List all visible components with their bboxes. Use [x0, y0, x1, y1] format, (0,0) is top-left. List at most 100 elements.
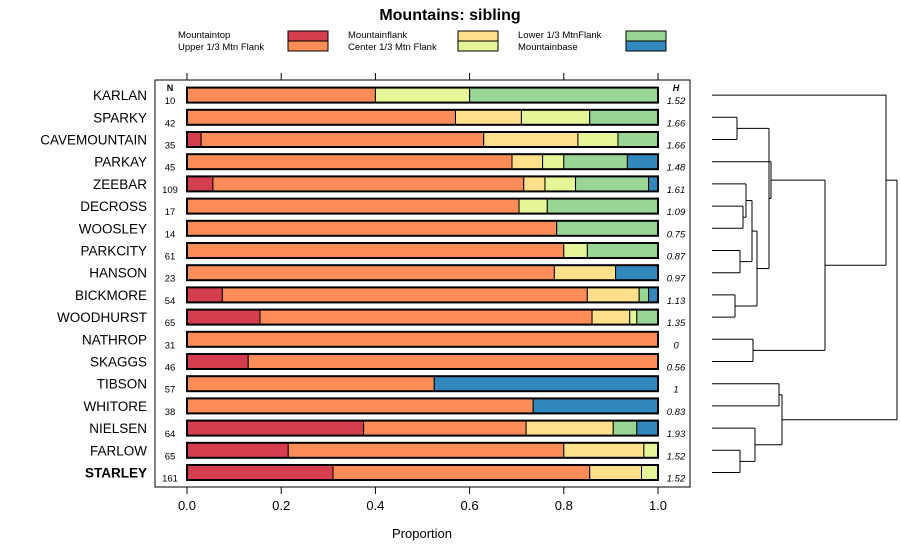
row-h-nathrop: 0	[673, 340, 679, 351]
legend-swatch-upper-1-3-mtn-flank	[287, 40, 329, 52]
bar-segment-woodhurst-1	[259, 309, 593, 326]
chart-title: Mountains: sibling	[379, 7, 520, 24]
bar-segment-nielsen-0	[186, 420, 365, 437]
row-h-bickmore: 1.13	[667, 296, 686, 307]
x-tick-label-2: 0.4	[366, 498, 384, 513]
row-h-karlan: 1.52	[667, 96, 686, 107]
bar-segment-nielsen-1	[363, 420, 527, 437]
bar-segment-farlow-0	[186, 442, 289, 459]
x-tick-label-4: 0.8	[555, 498, 573, 513]
bar-segment-sparky-4	[589, 109, 659, 126]
bar-outline-woosley	[186, 219, 659, 237]
row-n-decross: 17	[165, 207, 176, 218]
bar-segment-parkcity-1	[186, 242, 565, 259]
row-n-nielsen: 64	[165, 429, 176, 440]
row-h-parkay: 1.48	[667, 163, 686, 174]
legend-swatch-mountainbase	[625, 40, 667, 52]
bar-outline-farlow	[186, 441, 659, 459]
legend-label-mountainflank: Mountainflank	[348, 30, 407, 41]
row-h-parkcity: 0.87	[667, 252, 686, 263]
row-n-parkcity: 61	[165, 252, 176, 263]
x-axis-label: Proportion	[392, 526, 452, 541]
x-tick-label-0: 0.0	[178, 498, 196, 513]
row-h-farlow: 1.52	[667, 451, 686, 462]
row-n-woosley: 14	[165, 229, 176, 240]
bar-segment-sparky-1	[186, 109, 456, 126]
bar-segment-zeebar-1	[212, 175, 525, 192]
bar-outline-sparky	[186, 108, 659, 126]
row-h-starley: 1.52	[667, 474, 686, 485]
bar-segment-zeebar-3	[544, 175, 577, 192]
bar-outline-hanson	[186, 264, 659, 282]
bar-segment-karlan-1	[186, 87, 376, 104]
bar-outline-woodhurst	[186, 308, 659, 326]
row-n-nathrop: 31	[165, 340, 176, 351]
bar-outline-tibson	[186, 375, 659, 393]
bar-segment-woosley-1	[186, 220, 558, 237]
bar-segment-zeebar-0	[186, 175, 214, 192]
dendrogram	[712, 94, 898, 473]
x-tick-label-3: 0.6	[461, 498, 479, 513]
bar-segment-hanson-1	[186, 264, 555, 281]
bar-segment-nielsen-4	[612, 420, 638, 437]
row-n-hanson: 23	[165, 274, 176, 285]
bar-outline-bickmore	[186, 286, 659, 304]
row-label-parkay: PARKAY	[94, 155, 147, 170]
bar-segment-whitore-5	[532, 397, 659, 414]
bar-segment-parkay-2	[511, 153, 544, 170]
bar-segment-woodhurst-3	[629, 309, 638, 326]
bar-segment-decross-3	[518, 198, 548, 215]
bar-outline-nathrop	[186, 330, 659, 348]
row-label-cavemountain: CAVEMOUNTAIN	[40, 133, 147, 148]
bar-segment-parkcity-3	[563, 242, 588, 259]
row-n-woodhurst: 65	[165, 318, 176, 329]
bar-segment-karlan-3	[374, 87, 471, 104]
row-label-bickmore: BICKMORE	[75, 288, 147, 303]
row-label-karlan: KARLAN	[93, 88, 147, 103]
row-n-whitore: 38	[165, 407, 176, 418]
bar-segment-sparky-2	[454, 109, 522, 126]
bar-segment-parkay-1	[186, 153, 513, 170]
row-h-cavemountain: 1.66	[667, 141, 686, 152]
bar-segment-parkay-3	[542, 153, 565, 170]
bar-segment-zeebar-2	[523, 175, 546, 192]
row-n-starley: 161	[162, 474, 178, 485]
bar-outline-karlan	[186, 86, 659, 104]
bar-segment-nathrop-1	[186, 331, 659, 348]
row-n-zeebar: 109	[162, 185, 178, 196]
bar-segment-cavemountain-1	[200, 131, 485, 148]
bar-segment-woodhurst-0	[186, 309, 261, 326]
bar-segment-farlow-2	[563, 442, 645, 459]
row-label-tibson: TIBSON	[97, 377, 147, 392]
bar-segment-starley-3	[641, 464, 659, 481]
bar-segment-cavemountain-0	[186, 131, 202, 148]
n-column-header: N	[167, 83, 174, 93]
bar-segment-starley-1	[332, 464, 591, 481]
row-h-sparky: 1.66	[667, 118, 686, 129]
row-h-skaggs: 0.56	[667, 363, 686, 374]
row-label-woosley: WOOSLEY	[79, 221, 147, 236]
legend-label-upper-1-3-mtn-flank: Upper 1/3 Mtn Flank	[178, 42, 264, 53]
row-n-cavemountain: 35	[165, 141, 176, 152]
row-n-skaggs: 46	[165, 363, 176, 374]
row-n-farlow: 65	[165, 451, 176, 462]
bar-segment-woodhurst-4	[636, 309, 659, 326]
bar-segment-cavemountain-2	[483, 131, 579, 148]
bar-segment-farlow-3	[643, 442, 659, 459]
bar-segment-woosley-4	[556, 220, 659, 237]
legend-swatch-mountainflank	[457, 30, 499, 42]
bar-segment-bickmore-2	[586, 286, 640, 303]
legend-label-lower-1-3-mtnflank: Lower 1/3 MtnFlank	[518, 30, 602, 41]
legend-label-mountainbase: Mountainbase	[518, 42, 578, 53]
row-h-zeebar: 1.61	[667, 185, 686, 196]
bar-segment-hanson-2	[553, 264, 617, 281]
row-n-karlan: 10	[165, 96, 176, 107]
row-label-woodhurst: WOODHURST	[57, 310, 147, 325]
bar-segment-bickmore-1	[221, 286, 588, 303]
row-n-parkay: 45	[165, 163, 176, 174]
bar-segment-whitore-1	[186, 397, 534, 414]
row-n-tibson: 57	[165, 385, 176, 396]
